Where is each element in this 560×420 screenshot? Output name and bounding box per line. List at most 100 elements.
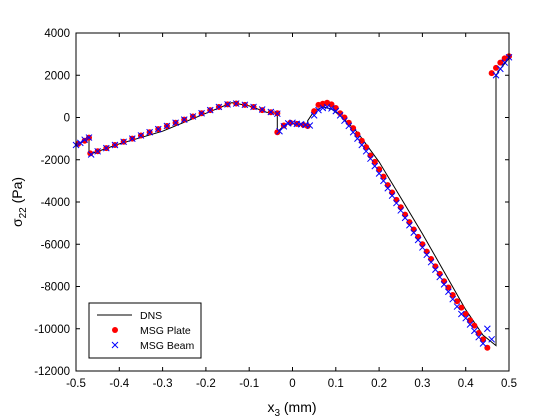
msg-plate-point: [358, 137, 365, 144]
msg-beam-point: [380, 177, 387, 185]
msg-plate-point: [328, 101, 335, 108]
msg-beam-point: [341, 117, 348, 125]
msg-beam-point: [440, 281, 448, 288]
msg-plate-point: [462, 310, 469, 317]
msg-beam-point: [120, 138, 127, 146]
msg-beam-point: [280, 123, 288, 130]
x-tick-label: 0.3: [414, 378, 430, 390]
legend-msg-plate-swatch: [112, 327, 118, 333]
x-axis: -0.5 -0.4 -0.3 -0.2 -0.1 0 0.1 0.2 0.3 0.4 0.5: [66, 33, 517, 390]
msg-beam-point: [76, 139, 84, 147]
msg-beam-point: [310, 112, 318, 119]
msg-beam-point: [406, 221, 413, 229]
msg-beam-point: [475, 333, 483, 341]
x-tick-label: 0.2: [371, 378, 387, 390]
msg-beam-point: [315, 106, 322, 114]
msg-beam-point: [94, 147, 102, 155]
msg-beam-point: [397, 207, 405, 214]
msg-plate-point: [445, 284, 452, 291]
msg-beam-point: [419, 244, 426, 251]
msg-beam-point: [384, 184, 392, 192]
x-tick-label: 0.1: [328, 378, 344, 390]
msg-beam-point: [306, 122, 314, 129]
msg-beam-point: [388, 192, 396, 200]
msg-plate-point: [371, 158, 378, 165]
msg-beam-point: [146, 128, 153, 136]
series-line-dns: [75, 57, 510, 347]
x-axis-label-main: x: [267, 399, 274, 415]
msg-beam-point: [273, 110, 281, 118]
x-tick-label: -0.1: [239, 378, 259, 390]
msg-plate-point: [350, 125, 357, 132]
msg-beam-point: [345, 122, 353, 130]
msg-beam-point: [483, 325, 491, 333]
y-tick-label: -12000: [34, 366, 70, 378]
x-tick-label: -0.3: [153, 378, 173, 390]
msg-beam-point: [423, 251, 431, 259]
msg-beam-point: [289, 119, 296, 127]
y-axis-label-main: σ: [9, 218, 25, 227]
msg-beam-point: [492, 71, 500, 79]
msg-beam-point: [163, 122, 171, 130]
msg-beam-point: [81, 136, 89, 144]
msg-plate-point: [480, 336, 487, 343]
msg-plate-point: [467, 317, 474, 324]
msg-plate-point: [471, 322, 478, 329]
msg-beam-point: [232, 100, 240, 107]
msg-beam-point: [250, 103, 257, 111]
y-tick-label: -6000: [41, 239, 70, 251]
msg-beam-point: [488, 335, 496, 343]
msg-beam-point: [189, 113, 197, 120]
msg-beam-point: [267, 108, 275, 116]
msg-beam-point: [102, 144, 110, 152]
msg-beam-point: [224, 101, 231, 108]
msg-plate-point: [380, 173, 387, 180]
msg-beam-point: [87, 151, 95, 158]
msg-beam-point: [414, 236, 422, 244]
msg-beam-point: [501, 59, 509, 66]
msg-plate-point: [497, 59, 504, 66]
msg-beam-point: [137, 132, 145, 139]
msg-plate-point: [363, 144, 370, 151]
msg-beam-point: [215, 103, 223, 111]
msg-beam-point: [462, 314, 470, 322]
x-tick-label: 0.5: [501, 378, 517, 390]
msg-beam-point: [362, 147, 370, 155]
msg-beam-point: [206, 106, 214, 114]
msg-beam-point: [371, 162, 379, 170]
legend-msg-beam-label: MSG Beam: [140, 340, 195, 352]
msg-plate-point: [280, 122, 287, 129]
x-tick-label: 0.4: [458, 378, 475, 390]
msg-plate-point: [475, 329, 482, 336]
msg-beam-point: [445, 288, 452, 296]
legend-msg-beam-swatch: [111, 341, 119, 349]
y-tick-label: 4000: [44, 28, 70, 40]
msg-beam-point: [85, 134, 93, 141]
msg-beam-point: [328, 105, 335, 112]
msg-beam-point: [172, 119, 179, 127]
msg-beam-point: [496, 65, 504, 73]
y-tick-label: -8000: [41, 282, 70, 294]
msg-beam-point: [128, 135, 136, 142]
msg-beam-point: [449, 295, 457, 303]
y-tick-label: -2000: [41, 155, 70, 167]
msg-beam-point: [432, 266, 439, 273]
msg-plate-point: [354, 131, 361, 138]
y-tick-label: -4000: [41, 197, 70, 209]
msg-beam-point: [367, 155, 374, 163]
legend-dns-label: DNS: [140, 310, 162, 322]
msg-beam-point: [401, 214, 409, 222]
y-tick-label: 2000: [44, 70, 70, 82]
y-tick-label: 0: [64, 113, 70, 125]
y-axis-label: σ22 (Pa): [9, 177, 29, 227]
msg-beam-point: [354, 135, 361, 142]
msg-beam-point: [349, 128, 357, 136]
y-axis: 4000 2000 0 -2000 -4000 -6000 -8000 -10000 -1200…: [34, 28, 509, 378]
msg-plate-point: [493, 64, 500, 71]
plot-area: [72, 53, 513, 351]
msg-plate-point: [81, 137, 88, 144]
msg-beam-point: [436, 273, 444, 281]
x-axis-label: x3 (mm): [267, 399, 316, 419]
msg-beam-point: [466, 321, 474, 328]
